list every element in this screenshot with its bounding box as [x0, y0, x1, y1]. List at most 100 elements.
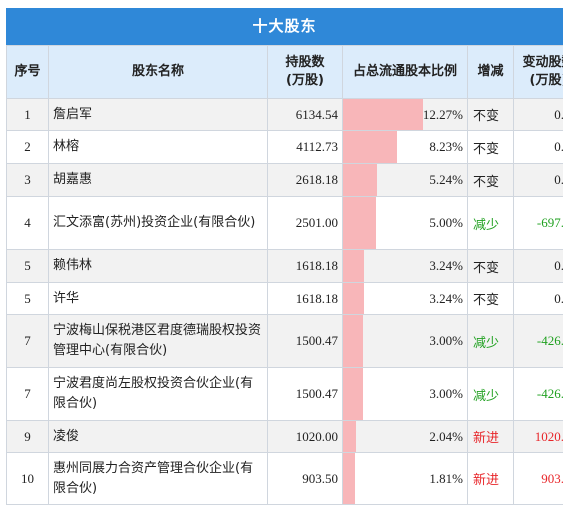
- shareholders-table: 序号 股东名称 持股数 (万股) 占总流通股本比例 增减 变动股数 (万股) 1…: [6, 45, 563, 505]
- shareholder-name: 詹启军: [48, 98, 268, 131]
- col-header-change: 增减: [467, 45, 514, 99]
- change-status: 不变: [467, 282, 514, 315]
- table-row: 7 宁波梅山保税港区君度德瑞股权投资管理中心(有限合伙) 1500.47 3.00% 减…: [6, 314, 563, 368]
- ratio-value: 3.24%: [429, 258, 463, 273]
- shares-held: 4112.73: [267, 130, 343, 164]
- row-index: 5: [6, 282, 49, 315]
- change-status: 新进: [467, 452, 514, 505]
- row-index: 3: [6, 163, 49, 197]
- ratio-cell: 3.00%: [342, 367, 468, 421]
- ratio-bar: [343, 315, 363, 367]
- table-row: 10惠州同展力合资产管理合伙企业(有限合伙)903.501.81%新进903.5…: [6, 452, 563, 505]
- row-index: 2: [6, 130, 49, 164]
- panel-title: 十大股东: [6, 8, 563, 45]
- change-amount: 1020.00: [513, 420, 563, 453]
- change-amount: -426.03: [513, 367, 563, 421]
- ratio-cell: 5.00%: [342, 196, 468, 250]
- change-amount: 0.00: [513, 282, 563, 315]
- col-header-delta-line1: 变动股数: [522, 55, 563, 70]
- col-header-delta-line2: (万股): [529, 73, 563, 88]
- change-status: 减少: [467, 314, 514, 368]
- col-header-shares-line2: (万股): [286, 73, 324, 88]
- shareholder-name: 宁波君度尚左股权投资合伙企业(有限合伙): [48, 367, 268, 421]
- change-amount: 903.50: [513, 452, 563, 505]
- col-header-delta: 变动股数 (万股): [513, 45, 563, 99]
- shares-held: 2618.18: [267, 163, 343, 197]
- ratio-bar: [343, 99, 423, 130]
- shares-held: 903.50: [267, 452, 343, 505]
- ratio-value: 12.27%: [422, 106, 463, 122]
- shareholder-name: 宁波梅山保税港区君度德瑞股权投资管理中心(有限合伙): [48, 314, 268, 368]
- shares-held: 1618.18: [267, 249, 343, 283]
- shareholder-name: 汇文添富(苏州)投资企业(有限合伙): [48, 196, 268, 250]
- change-status: 不变: [467, 98, 514, 131]
- row-index: 5: [6, 249, 49, 283]
- row-index: 7: [6, 314, 49, 368]
- change-status: 不变: [467, 163, 514, 197]
- ratio-cell: 3.00%: [342, 314, 468, 368]
- change-status: 不变: [467, 249, 514, 283]
- col-header-name: 股东名称: [48, 45, 268, 99]
- shares-held: 2501.00: [267, 196, 343, 250]
- shares-held: 1618.18: [267, 282, 343, 315]
- change-amount: 0.00: [513, 163, 563, 197]
- row-index: 7: [6, 367, 49, 421]
- ratio-cell: 2.04%: [342, 420, 468, 453]
- row-index: 4: [6, 196, 49, 250]
- change-status: 减少: [467, 367, 514, 421]
- ratio-bar: [343, 453, 355, 504]
- change-amount: -426.03: [513, 314, 563, 368]
- ratio-value: 5.24%: [429, 172, 463, 187]
- shareholder-name: 许华: [48, 282, 268, 315]
- shareholder-name: 惠州同展力合资产管理合伙企业(有限合伙): [48, 452, 268, 505]
- col-header-index: 序号: [6, 45, 49, 99]
- ratio-value: 3.24%: [429, 290, 463, 306]
- ratio-cell: 3.24%: [342, 282, 468, 315]
- col-header-shares: 持股数 (万股): [267, 45, 343, 99]
- shareholder-name: 凌俊: [48, 420, 268, 453]
- ratio-bar: [343, 131, 397, 163]
- ratio-value: 3.00%: [429, 386, 463, 401]
- shareholder-name: 胡嘉惠: [48, 163, 268, 197]
- shareholder-name: 赖伟林: [48, 249, 268, 283]
- table-body: 1詹启军6134.5412.27%不变0.002林榕4112.738.23%不变…: [6, 98, 563, 505]
- change-status: 新进: [467, 420, 514, 453]
- row-index: 10: [6, 452, 49, 505]
- change-amount: -697.23: [513, 196, 563, 250]
- ratio-cell: 3.24%: [342, 249, 468, 283]
- ratio-value: 5.00%: [429, 215, 463, 230]
- row-index: 1: [6, 98, 49, 131]
- shares-held: 6134.54: [267, 98, 343, 131]
- change-status: 减少: [467, 196, 514, 250]
- col-header-ratio: 占总流通股本比例: [342, 45, 468, 99]
- shareholder-name: 林榕: [48, 130, 268, 164]
- ratio-value: 2.04%: [429, 428, 463, 444]
- table-header-row: 序号 股东名称 持股数 (万股) 占总流通股本比例 增减 变动股数 (万股): [6, 45, 563, 99]
- change-status: 不变: [467, 130, 514, 164]
- shares-held: 1020.00: [267, 420, 343, 453]
- ratio-cell: 5.24%: [342, 163, 468, 197]
- ratio-bar: [343, 250, 365, 282]
- change-amount: 0.00: [513, 98, 563, 131]
- col-header-shares-line1: 持股数: [285, 55, 325, 70]
- ratio-bar: [343, 164, 378, 196]
- shareholders-panel: 十大股东 序号 股东名称 持股数 (万股) 占总流通股本比例 增减 变动股数: [6, 8, 563, 505]
- ratio-value: 1.81%: [429, 470, 463, 486]
- ratio-value: 3.00%: [429, 333, 463, 348]
- ratio-cell: 8.23%: [342, 130, 468, 164]
- ratio-bar: [343, 421, 357, 452]
- change-amount: 0.00: [513, 249, 563, 283]
- ratio-bar: [343, 197, 376, 249]
- ratio-value: 8.23%: [429, 139, 463, 154]
- ratio-cell: 1.81%: [342, 452, 468, 505]
- shares-held: 1500.47: [267, 367, 343, 421]
- row-index: 9: [6, 420, 49, 453]
